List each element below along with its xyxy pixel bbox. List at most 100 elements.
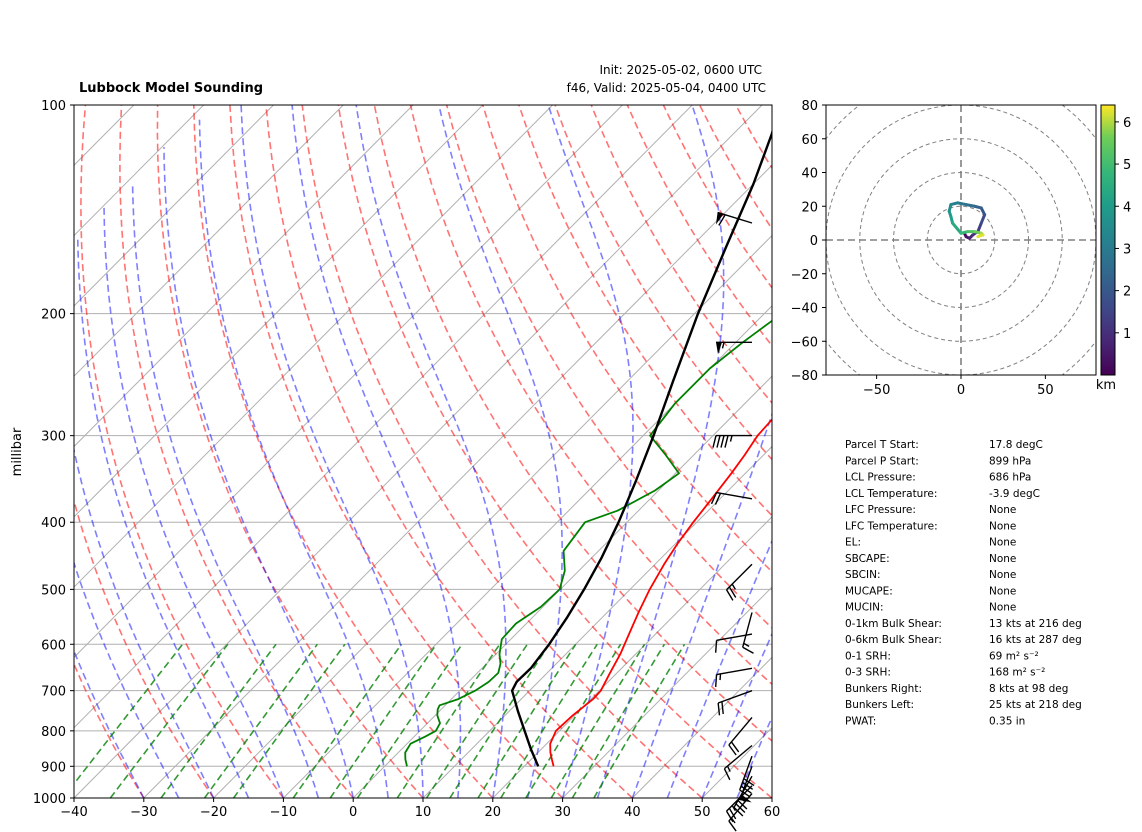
stat-label: SBCIN: [845,569,881,581]
stat-value: 13 kts at 216 deg [989,618,1082,630]
dry-adiabat [734,105,772,170]
moist-adiabat [76,236,250,798]
hodograph-segment [979,213,987,225]
stat-value: None [989,602,1016,614]
mixing-ratio-line [571,643,666,798]
hodograph-y-tick-label: −20 [791,268,818,283]
wind-barb [715,211,753,226]
dry-adiabat [301,105,703,798]
chart-title: Lubbock Model Sounding [79,81,263,96]
stat-label: Parcel T Start: [845,439,919,451]
x-tick-label: 60 [764,805,781,820]
wind-barb [725,563,753,601]
colorbar-tick-label: 2 [1123,285,1131,300]
dewpoint-profile [404,319,772,767]
stat-value: 0.35 in [989,715,1025,727]
stat-value: None [989,520,1016,532]
wind-barb [710,491,753,505]
hodograph-y-tick-label: 60 [801,133,818,148]
stat-value: 168 m² s⁻² [989,667,1045,679]
dry-adiabat [229,105,564,798]
stat-label: Bunkers Left: [845,699,914,711]
wind-barb [712,434,752,448]
hodograph-segment [976,233,985,239]
isotherm-line [143,164,772,798]
stat-value: 16 kts at 287 deg [989,634,1082,646]
wind-barb [717,690,753,716]
isotherm-line [562,586,772,798]
x-tick-label: 50 [694,805,711,820]
stat-label: Parcel P Start: [845,455,919,467]
stat-value: None [989,537,1016,549]
colorbar-tick-label: 6 [1123,116,1131,131]
stat-label: LCL Temperature: [845,488,937,500]
y-tick-label: 500 [41,583,66,598]
hodograph-segment [976,221,983,234]
moist-adiabat [771,796,772,798]
stat-label: Bunkers Right: [845,683,922,695]
y-tick-label: 400 [41,516,66,531]
dry-adiabat [409,105,772,686]
stat-label: SBCAPE: [845,553,890,565]
colorbar-tick-label: 4 [1123,200,1131,215]
mixing-ratio-line [477,643,577,798]
hodograph-y-tick-label: −60 [791,335,818,350]
isotherm-line [771,797,772,798]
isotherm-line [74,105,763,798]
y-tick-label: 700 [41,685,66,700]
moist-adiabat [131,183,320,798]
hodograph-trace [947,201,987,240]
y-tick-label: 200 [41,308,66,323]
stat-value: 69 m² s⁻² [989,650,1039,662]
skewt-profiles [404,128,772,767]
stat-value: None [989,504,1016,516]
hodograph-x-tick-label: 50 [1037,383,1054,398]
dry-adiabat [373,105,772,742]
isotherm-line [74,105,553,588]
dry-adiabat [265,105,633,798]
isotherm-line [74,105,204,237]
colorbar [1100,104,1116,376]
moist-adiabat [596,105,725,798]
isotherm-line [422,445,772,798]
hodograph-segment [951,221,963,235]
isotherm-line [213,234,772,798]
moist-adiabat [355,105,507,798]
x-tick-label: 10 [415,805,432,820]
wind-barb [716,341,752,355]
stat-label: MUCIN: [845,602,884,614]
y-tick-label: 100 [41,99,66,114]
x-tick-label: −20 [200,805,227,820]
moist-adiabat [74,560,180,798]
isotherm-line [74,105,693,729]
x-tick-label: 40 [624,805,641,820]
isotherm-line [283,305,772,798]
hodograph-x-tick-label: 0 [957,383,965,398]
hodograph-x-tick-label: −50 [863,383,890,398]
stat-label: 0-6km Bulk Shear: [845,634,942,646]
y-tick-label: 900 [41,760,66,775]
x-tick-label: 20 [485,805,502,820]
stat-label: 0-3 SRH: [845,667,891,679]
stat-label: 0-1km Bulk Shear: [845,618,942,630]
y-tick-label: 1000 [33,792,66,807]
dry-adiabat [482,105,772,573]
wind-barb [739,755,755,798]
y-axis-label: millibar [10,427,25,476]
hodograph-y-tick-label: 40 [801,167,818,182]
isotherm-line [74,105,344,377]
wind-barb [723,744,753,781]
y-tick-label: 800 [41,725,66,740]
dry-adiabat [156,105,424,798]
wind-barb [714,667,753,687]
hodograph-rings [826,105,1096,375]
dry-adiabat [771,105,772,107]
moist-adiabat [631,411,772,798]
mixing-ratio-line [329,643,438,798]
wind-barb [733,775,753,817]
moist-adiabat [74,648,145,798]
stat-label: 0-1 SRH: [845,650,891,662]
isotherm-line [74,105,484,518]
moist-adiabat [198,119,389,798]
